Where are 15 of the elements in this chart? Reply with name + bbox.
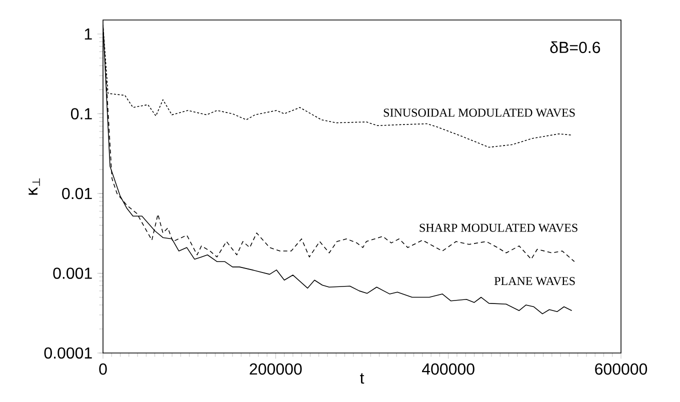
y-axis-title: κ$_{⊥}$ [28,178,40,195]
x-tick-label: 600000 [595,363,648,375]
x-tick-label: 400000 [422,363,474,375]
series-label: SINUSOIDAL MODULATED WAVES [384,108,575,117]
y-tick-label: 0.001 [53,268,92,279]
y-tick-label: 0.1 [70,108,92,120]
x-axis-title: t [360,373,364,384]
x-tick-label: 0 [99,363,107,375]
series-label: PLANE WAVES [494,277,575,286]
series-label: SHARP MODULATED WAVES [420,224,578,232]
annotation: δB=0.6 [550,41,600,54]
y-tick-label: 0.01 [62,188,92,200]
x-tick-label: 200000 [250,363,302,375]
y-tick-label: 1 [84,28,92,40]
y-tick-label: 0.0001 [44,347,92,359]
